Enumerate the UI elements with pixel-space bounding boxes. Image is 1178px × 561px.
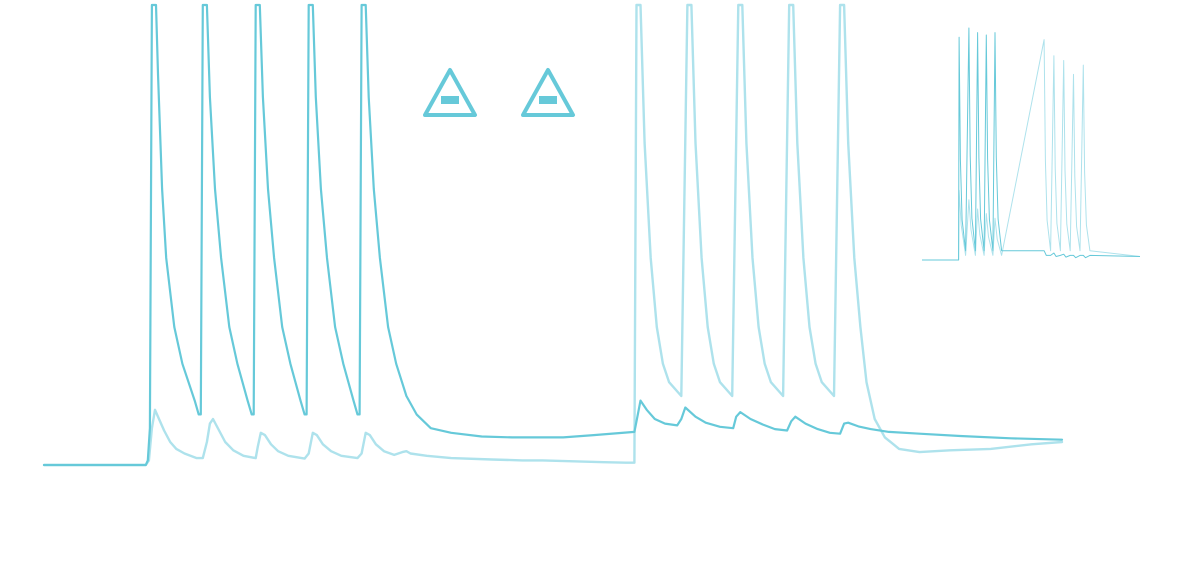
inset-trace-plot bbox=[922, 27, 1141, 261]
main-series-line-dark bbox=[42, 3, 1064, 467]
warning-triangle-icon bbox=[521, 68, 575, 117]
warning-triangle-icon bbox=[423, 68, 477, 117]
marker-layer bbox=[423, 68, 575, 117]
main-series-line-light bbox=[42, 3, 1064, 467]
inset-series-line-light bbox=[922, 39, 1141, 261]
main-trace-plot bbox=[42, 3, 1064, 467]
inset-series-line-dark bbox=[922, 27, 1141, 261]
